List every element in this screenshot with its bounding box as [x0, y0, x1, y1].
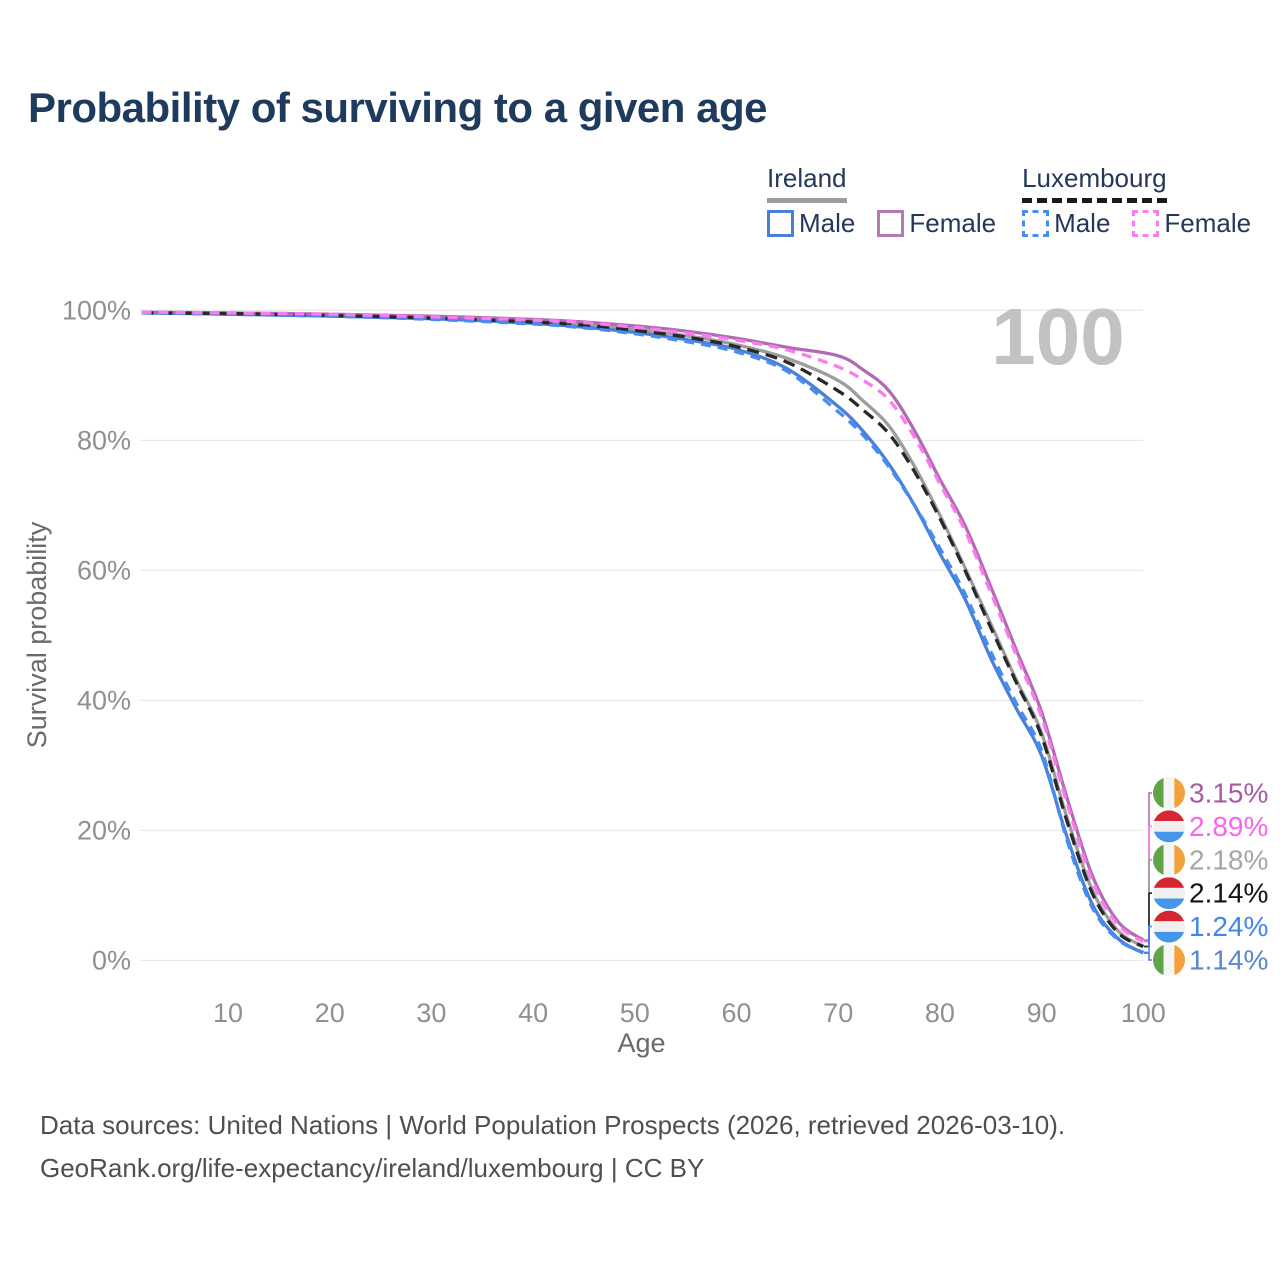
- legend-group-ireland: Ireland Male Female: [767, 163, 996, 239]
- ireland-flag-icon: [1153, 944, 1185, 976]
- y-tick-label: 100%: [62, 295, 131, 325]
- y-tick-label: 20%: [77, 815, 131, 845]
- x-tick-label: 70: [823, 998, 853, 1028]
- x-tick-label: 40: [518, 998, 548, 1028]
- label-connector: [1144, 792, 1152, 941]
- end-value-label: 2.14%: [1189, 878, 1268, 909]
- x-tick-label: 10: [213, 998, 243, 1028]
- label-connector: [1144, 825, 1152, 943]
- legend-item-label: Female: [1164, 208, 1252, 238]
- luxembourg-flag-icon: [1153, 877, 1185, 910]
- luxembourg-flag-icon: [1153, 810, 1185, 843]
- luxembourg-male-swatch-icon: [1022, 210, 1050, 237]
- x-tick-label: 90: [1027, 998, 1057, 1028]
- label-connector: [1144, 892, 1152, 948]
- x-tick-label: 80: [925, 998, 955, 1028]
- legend-item-luxembourg-male[interactable]: Male: [1022, 208, 1110, 239]
- x-tick-label: 20: [315, 998, 345, 1028]
- legend-group-luxembourg: Luxembourg Male Female: [1022, 163, 1251, 239]
- ireland-male-swatch-icon: [767, 210, 794, 237]
- y-tick-label: 40%: [77, 685, 131, 715]
- chart-footer: Data sources: United Nations | World Pop…: [40, 1104, 1065, 1190]
- legend-item-label: Male: [799, 208, 856, 238]
- page-title: Probability of surviving to a given age: [28, 84, 767, 131]
- data-sources-line: Data sources: United Nations | World Pop…: [40, 1110, 1066, 1140]
- end-value-label: 2.18%: [1189, 844, 1268, 875]
- x-tick-label: 30: [416, 998, 446, 1028]
- curve-luxembourg-female[interactable]: [141, 310, 1145, 944]
- ireland-flag-icon: [1153, 843, 1185, 876]
- legend-item-label: Male: [1054, 208, 1111, 238]
- legend-item-ireland-male[interactable]: Male: [767, 208, 855, 239]
- curve-luxembourg-male[interactable]: [141, 311, 1145, 954]
- survival-probability-chart: 0% 20% 40% 60% 80% 100% 10 20 30 40 50 60 70 80 90 100 A…: [22, 292, 1268, 1058]
- end-value-label: 1.24%: [1189, 911, 1268, 942]
- end-value-label: 2.89%: [1189, 811, 1268, 842]
- x-tick-label: 50: [620, 998, 650, 1028]
- x-tick-label: 60: [721, 998, 751, 1028]
- y-axis-title: Survival probability: [22, 521, 52, 748]
- curve-ireland-male[interactable]: [141, 311, 1145, 955]
- legend-item-luxembourg-female[interactable]: Female: [1132, 208, 1251, 239]
- legend-group-title-luxembourg: Luxembourg: [1022, 163, 1167, 203]
- curve-luxembourg-total[interactable]: [141, 311, 1145, 949]
- attribution-line: GeoRank.org/life-expectancy/ireland/luxe…: [40, 1153, 705, 1183]
- label-connector: [1144, 859, 1152, 948]
- end-value-label: 1.14%: [1189, 945, 1268, 976]
- luxembourg-female-swatch-icon: [1132, 210, 1160, 237]
- legend-item-ireland-female[interactable]: Female: [877, 208, 996, 239]
- legend-item-label: Female: [909, 208, 997, 238]
- x-axis-title: Age: [617, 1028, 665, 1058]
- luxembourg-flag-icon: [1153, 910, 1185, 943]
- hovered-age-watermark: 100: [991, 292, 1124, 381]
- chart-legend: Ireland Male Female Luxembourg Male Fema…: [767, 163, 1251, 239]
- legend-group-title-ireland: Ireland: [767, 163, 847, 203]
- x-tick-label: 100: [1121, 998, 1166, 1028]
- ireland-flag-icon: [1153, 777, 1185, 809]
- y-tick-label: 60%: [77, 555, 131, 585]
- ireland-female-swatch-icon: [877, 210, 905, 237]
- y-tick-label: 80%: [77, 425, 131, 455]
- label-connector: [1144, 952, 1152, 961]
- y-tick-label: 0%: [92, 946, 131, 976]
- end-value-label: 3.15%: [1189, 778, 1268, 809]
